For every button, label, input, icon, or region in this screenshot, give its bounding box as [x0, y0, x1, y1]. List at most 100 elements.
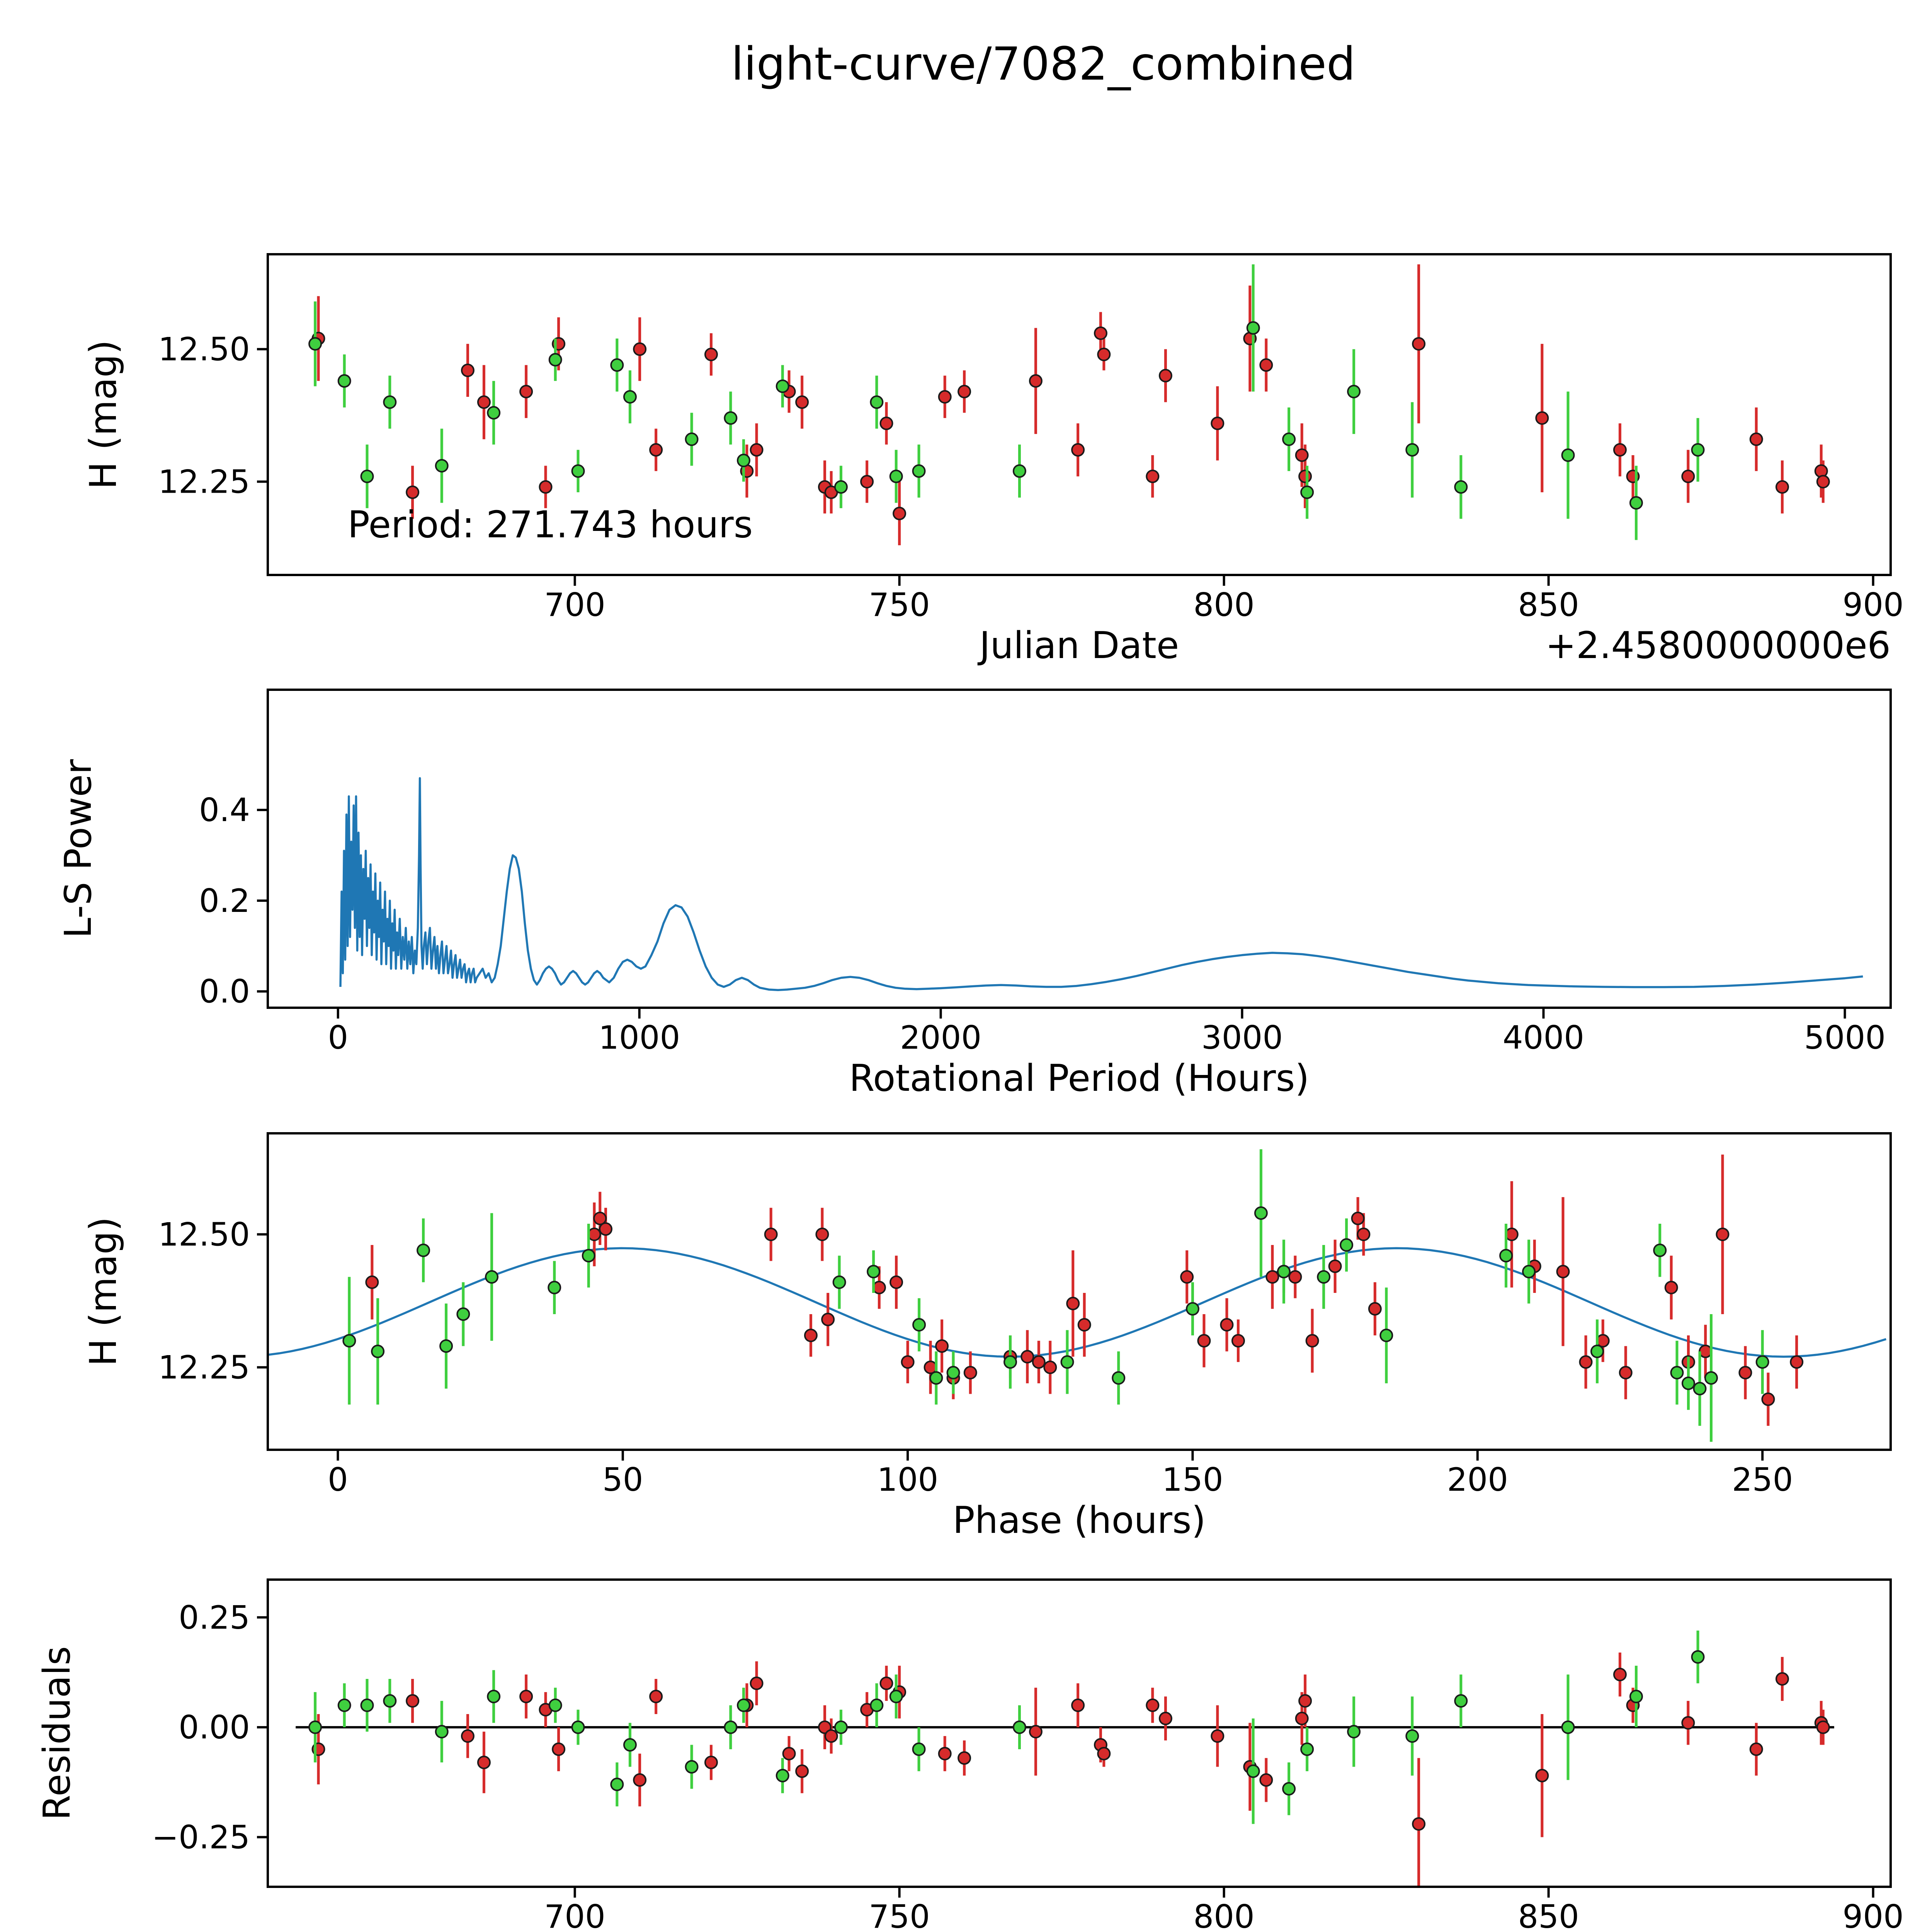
data-point [1298, 469, 1312, 483]
data-point [1300, 1742, 1314, 1756]
data-point [724, 1720, 738, 1734]
data-point [1012, 1720, 1026, 1734]
data-point [1412, 1817, 1426, 1831]
data-point [1300, 485, 1314, 499]
data-point [1681, 1376, 1695, 1390]
series-observations-red [311, 264, 1830, 546]
panel-phase: 0 50 100 150 200 250 12.25 12.50 Phase (hours) H … [82, 1132, 1892, 1542]
data-point [1282, 1782, 1296, 1796]
data-point [832, 1275, 846, 1289]
data-point [552, 1742, 566, 1756]
series-phased-green [342, 1149, 1769, 1442]
data-point [599, 1222, 613, 1236]
data-point [1003, 1355, 1017, 1369]
data-point [1071, 1698, 1085, 1712]
data-point [435, 459, 449, 473]
data-point [461, 1729, 474, 1743]
data-point [439, 1339, 453, 1353]
data-point [1749, 1742, 1763, 1756]
data-point [1775, 480, 1789, 494]
panel-periodogram: 0 1000 2000 3000 4000 5000 0.0 0.2 0.4 Rotational… [57, 689, 1892, 1100]
data-point [1816, 1720, 1830, 1734]
y-tick-label: 0.25 [179, 1599, 250, 1636]
x-tick-label: 0 [328, 1019, 348, 1056]
data-point [1691, 1650, 1705, 1664]
plot-area-residuals [296, 1630, 1834, 1887]
y-tick-label: 0.2 [199, 882, 250, 920]
sinusoid-fit [268, 1247, 1887, 1358]
axes-frame [267, 253, 1892, 576]
data-point [1254, 1206, 1268, 1220]
data-point [1664, 1281, 1678, 1294]
ls-power-curve [339, 777, 1863, 991]
data-point [1681, 469, 1695, 483]
data-point [308, 1720, 322, 1734]
data-point [764, 1228, 778, 1242]
data-point [649, 443, 663, 457]
data-point [1340, 1238, 1354, 1252]
data-point [1454, 1694, 1468, 1708]
data-point [1816, 475, 1830, 489]
data-point [1277, 1265, 1291, 1279]
data-point [1211, 417, 1225, 430]
data-point [938, 390, 952, 404]
y-tick-label: −0.25 [152, 1818, 250, 1856]
data-point [1197, 1334, 1211, 1348]
data-point [957, 1751, 971, 1765]
data-point [1259, 1773, 1273, 1787]
data-point [1295, 448, 1309, 462]
data-point [1020, 1350, 1034, 1364]
data-point [1535, 1769, 1549, 1782]
data-point [1060, 1355, 1074, 1369]
data-point [477, 1755, 491, 1769]
data-point [704, 1755, 718, 1769]
data-point [736, 1698, 750, 1712]
x-tick-label: 850 [1518, 586, 1579, 624]
data-point [582, 1249, 595, 1263]
x-tick-label: 100 [877, 1461, 938, 1498]
x-tick-label: 850 [1518, 1898, 1579, 1932]
x-tick-label: 150 [1162, 1461, 1223, 1498]
data-point [435, 1725, 449, 1739]
data-point [1522, 1265, 1536, 1279]
data-point [633, 1773, 647, 1787]
data-point [1347, 384, 1361, 398]
data-point [818, 1720, 832, 1734]
data-point [1351, 1211, 1365, 1225]
y-tick-label: 12.25 [158, 463, 250, 501]
data-point [342, 1334, 356, 1348]
data-point [824, 1729, 838, 1743]
data-point [1761, 1392, 1775, 1406]
y-axis-label: H (mag) [82, 1217, 125, 1366]
data-point [406, 1694, 420, 1708]
y-tick-label: 12.50 [158, 331, 250, 368]
data-point [1146, 1698, 1160, 1712]
data-point [867, 1265, 881, 1279]
data-point [750, 443, 764, 457]
x-tick-label: 900 [1842, 586, 1903, 624]
data-point [834, 480, 848, 494]
data-point [889, 1275, 903, 1289]
x-axis-label: Rotational Period (Hours) [849, 1057, 1310, 1100]
data-point [417, 1243, 430, 1257]
x-tick-label: 3000 [1201, 1019, 1283, 1056]
data-point [1158, 369, 1172, 383]
data-point [539, 480, 553, 494]
data-point [1077, 1318, 1091, 1332]
data-point [1561, 448, 1575, 462]
data-point [487, 1690, 501, 1704]
y-tick-label: 12.25 [158, 1349, 250, 1386]
data-point [1716, 1228, 1730, 1242]
plot-area-phase [268, 1149, 1887, 1442]
data-point [1619, 1366, 1633, 1379]
data-point [901, 1355, 915, 1369]
data-point [912, 1742, 926, 1756]
data-point [1211, 1729, 1225, 1743]
data-point [957, 384, 971, 398]
data-point [1755, 1355, 1769, 1369]
x-tick-label: 4000 [1503, 1019, 1584, 1056]
data-point [1295, 1711, 1309, 1725]
